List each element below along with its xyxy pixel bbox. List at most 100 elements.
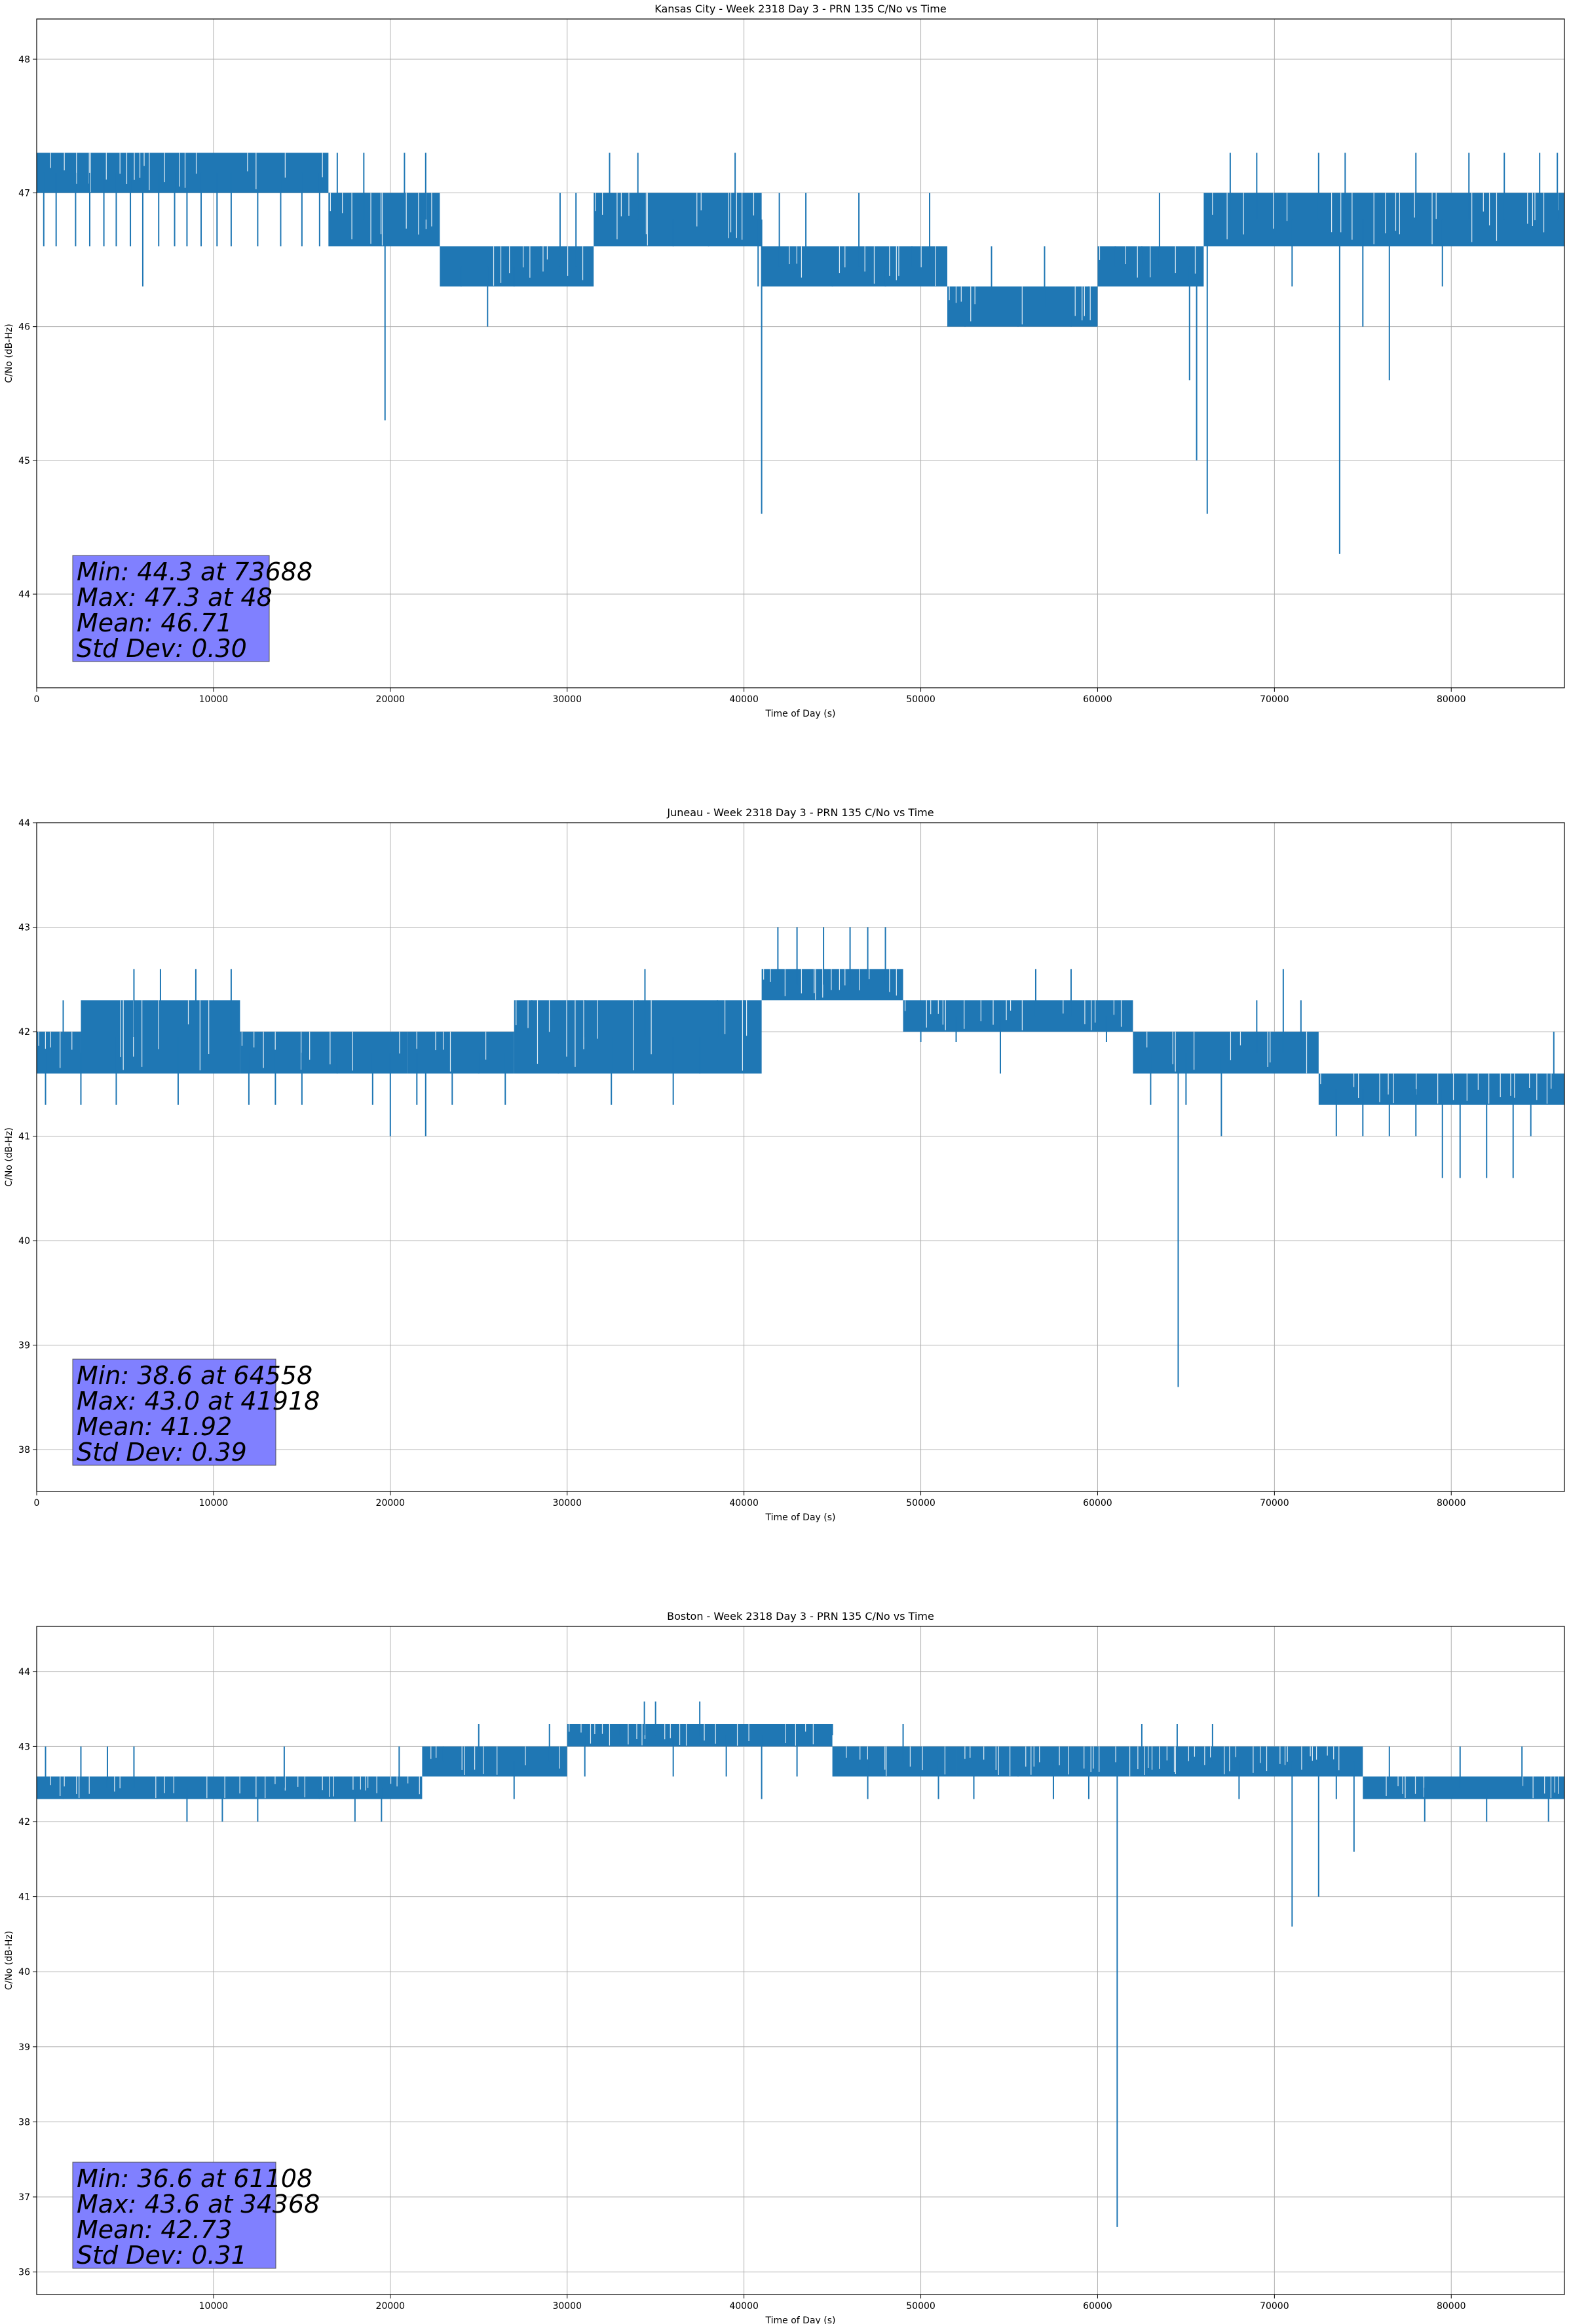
x-tick-label: 30000 [552,2301,582,2312]
band-gap [1543,193,1545,233]
band-gap [50,153,51,168]
stats-line: Mean: 41.92 [77,1412,232,1441]
band-gap [352,1776,354,1790]
band-gap [736,1723,738,1746]
x-tick-label: 30000 [552,694,582,705]
band-gap [645,193,647,234]
stats-box [72,2162,276,2269]
stats-line: Min: 36.6 at 61108 [77,2164,312,2193]
band-gap [126,153,128,184]
band-gap [1068,1746,1069,1775]
y-tick-label: 37 [18,2192,30,2203]
band-gap [742,1000,744,1071]
x-axis-label: Time of Day (s) [765,709,836,719]
band-gap [1120,1000,1122,1027]
band-gap [1175,1032,1176,1072]
band-gap [449,1032,451,1072]
band-gap [88,153,90,184]
band-gap [898,246,899,276]
band-gap [1084,1000,1086,1024]
x-tick-label: 70000 [1260,2301,1289,2312]
band-gap [1496,193,1498,241]
band-gap [1137,246,1138,278]
band-gap [1021,286,1023,325]
band-gap [342,193,343,214]
x-tick-label: 10000 [199,1498,229,1509]
band-gap [1212,193,1213,215]
series-band [37,1032,81,1074]
axes-frame [36,1626,1565,2295]
band-gap [396,1776,398,1787]
band-gap [873,246,875,284]
series-band [1363,1776,1564,1799]
band-gap [474,1746,476,1770]
series-band [422,1746,567,1777]
band-gap [1435,193,1437,219]
band-gap [628,193,630,216]
band-gap [1239,1032,1241,1045]
axes-frame [36,18,1565,688]
band-gap [992,1000,994,1025]
x-tick-label: 80000 [1437,2301,1466,2312]
data-group [37,927,1564,1387]
band-gap [90,153,91,193]
chart-0: Kansas City - Week 2318 Day 3 - PRN 135 … [4,3,1565,719]
x-tick-label: 50000 [906,2301,936,2312]
band-gap [601,1723,603,1734]
band-gap [38,1032,39,1046]
band-gap [430,1746,432,1759]
band-gap [1393,1073,1394,1104]
stats-line: Max: 47.3 at 48 [77,583,273,612]
y-tick-label: 46 [18,322,30,333]
y-tick-label: 47 [18,188,30,198]
band-gap [537,1000,539,1064]
band-gap [753,193,755,216]
x-axis-label: Time of Day (s) [765,1512,836,1523]
y-tick-label: 38 [18,1445,30,1455]
stats-line: Std Dev: 0.31 [77,2241,247,2270]
x-tick-label: 40000 [729,1498,759,1509]
x-tick-label: 40000 [729,2301,759,2312]
band-gap [333,1776,334,1797]
x-tick-label: 0 [34,694,40,705]
band-gap [105,153,107,180]
band-gap [896,969,897,996]
chart-title: Juneau - Week 2318 Day 3 - PRN 135 C/No … [666,806,934,819]
band-gap [1226,193,1228,240]
x-tick-label: 20000 [376,694,406,705]
band-gap [700,193,702,211]
axes-frame [36,822,1565,1492]
band-gap [867,1746,868,1760]
band-gap [542,246,544,272]
band-gap [1527,193,1528,224]
band-gap [360,1776,361,1790]
band-gap [889,969,890,992]
band-gap [930,1000,932,1015]
band-gap [263,1032,264,1068]
band-gap [1437,1073,1439,1104]
band-gap [1021,1000,1023,1031]
y-tick-label: 38 [18,2117,30,2127]
band-gap [419,1776,420,1795]
y-axis-label: C/No (dB-Hz) [4,1127,14,1186]
band-gap [1431,193,1433,244]
stats-line: Mean: 42.73 [77,2215,232,2244]
x-tick-label: 60000 [1083,1498,1112,1509]
band-gap [527,1000,529,1028]
band-gap [76,153,77,184]
y-tick-label: 39 [18,2042,30,2053]
y-tick-label: 48 [18,54,30,65]
band-gap [1320,1073,1321,1085]
band-gap [1025,1746,1027,1767]
chart-title: Boston - Week 2318 Day 3 - PRN 135 C/No … [667,1610,934,1622]
band-gap [309,1032,311,1060]
band-gap [746,1000,747,1036]
band-gap [1194,246,1196,274]
band-gap [1279,1746,1281,1764]
x-tick-label: 80000 [1437,1498,1466,1509]
band-gap [580,1723,582,1733]
band-gap [937,1000,939,1014]
band-gap [1039,1746,1040,1763]
band-gap [274,1032,276,1050]
band-gap [274,1776,276,1784]
